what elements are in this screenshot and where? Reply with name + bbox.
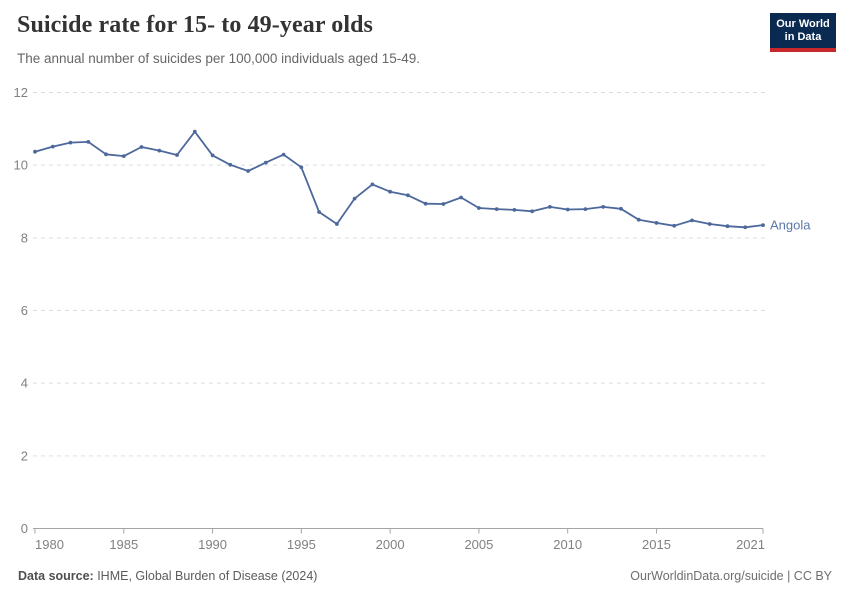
data-point [494, 207, 499, 212]
data-point [104, 152, 108, 157]
data-point [636, 217, 641, 222]
data-point [743, 225, 748, 230]
data-point [175, 153, 179, 157]
data-point [477, 206, 481, 210]
data-point [228, 162, 233, 167]
x-tick-label: 2021 [736, 537, 765, 552]
x-tick-label: 2015 [642, 537, 671, 552]
data-point [690, 218, 694, 223]
data-point [263, 160, 268, 165]
data-point [139, 145, 144, 149]
data-point [441, 202, 446, 206]
data-point [565, 207, 570, 212]
x-tick-label: 1985 [109, 537, 138, 552]
data-point [761, 223, 765, 228]
x-tick-label: 1980 [35, 537, 64, 552]
data-point [317, 210, 321, 214]
owid-logo: Our World in Data [770, 13, 836, 52]
x-tick-label: 2005 [464, 537, 493, 552]
data-point [459, 195, 463, 200]
data-point [423, 201, 428, 206]
data-point [672, 223, 677, 228]
data-point [388, 189, 392, 194]
data-point [512, 208, 517, 212]
y-tick-label: 8 [21, 230, 28, 245]
data-point [121, 154, 126, 159]
x-tick-label: 1990 [198, 537, 227, 552]
series-label-angola: Angola [770, 218, 811, 233]
data-point [548, 205, 552, 209]
y-tick-label: 10 [14, 158, 28, 173]
data-point [86, 140, 91, 144]
data-point [707, 222, 712, 226]
data-line [34, 130, 764, 229]
y-tick-label: 2 [21, 448, 28, 463]
data-point [192, 129, 197, 134]
data-point [601, 205, 606, 209]
data-point [406, 193, 410, 198]
data-source-note: Data source: IHME, Global Burden of Dise… [18, 569, 317, 583]
page-title: Suicide rate for 15- to 49-year olds [17, 12, 373, 38]
data-point [299, 165, 304, 170]
data-point [725, 224, 730, 229]
y-tick-label: 6 [21, 303, 28, 318]
data-point [281, 152, 286, 157]
data-point [370, 182, 375, 187]
x-tick-label: 1995 [287, 537, 316, 552]
data-point [210, 153, 215, 158]
data-point [352, 196, 357, 201]
credit-note: OurWorldinData.org/suicide | CC BY [630, 569, 832, 583]
data-point [654, 221, 659, 225]
x-tick-label: 2010 [553, 537, 582, 552]
data-source-text: IHME, Global Burden of Disease (2024) [93, 569, 318, 583]
data-point [583, 207, 588, 212]
y-tick-label: 4 [21, 376, 28, 391]
owid-logo-line2: in Data [784, 31, 822, 43]
y-tick-label: 12 [14, 85, 28, 100]
data-point [50, 144, 55, 149]
data-point [33, 149, 37, 154]
data-point [157, 148, 162, 153]
page-subtitle: The annual number of suicides per 100,00… [17, 51, 421, 66]
data-point [335, 222, 339, 226]
data-point [530, 209, 535, 214]
data-point [246, 169, 251, 173]
data-point [68, 140, 73, 145]
y-tick-label: 0 [21, 521, 28, 536]
data-source-label: Data source: [18, 569, 94, 583]
owid-logo-line1: Our World [776, 18, 830, 30]
x-tick-label: 2000 [376, 537, 405, 552]
data-point [619, 206, 623, 211]
